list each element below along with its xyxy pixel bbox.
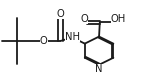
Text: OH: OH: [111, 14, 126, 24]
Text: O: O: [56, 9, 64, 19]
Text: O: O: [80, 14, 88, 24]
Text: NH: NH: [65, 32, 80, 42]
Text: O: O: [40, 36, 48, 46]
Text: N: N: [95, 64, 103, 74]
